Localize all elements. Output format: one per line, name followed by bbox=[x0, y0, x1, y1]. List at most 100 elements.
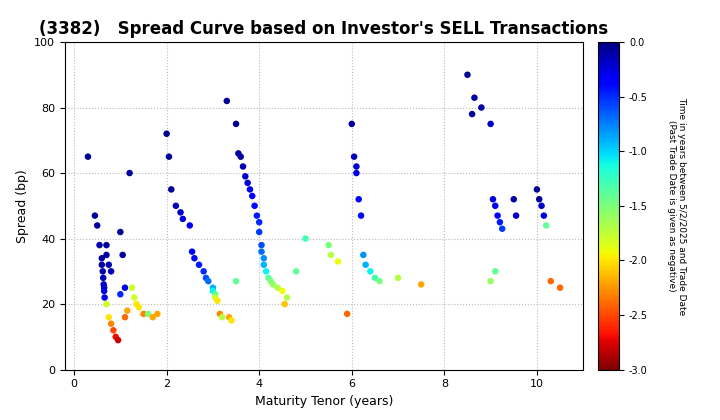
Point bbox=[210, 294, 221, 301]
Point bbox=[258, 261, 269, 268]
Point bbox=[235, 153, 246, 160]
Point bbox=[490, 268, 501, 275]
Point bbox=[256, 248, 267, 255]
Point bbox=[253, 228, 265, 235]
Point bbox=[152, 310, 163, 317]
Point bbox=[244, 186, 256, 193]
Point bbox=[496, 226, 508, 232]
Title: (3382)   Spread Curve based on Investor's SELL Transactions: (3382) Spread Curve based on Investor's … bbox=[40, 20, 608, 38]
Point bbox=[263, 275, 274, 281]
Point bbox=[143, 310, 154, 317]
Point bbox=[348, 153, 360, 160]
Point bbox=[323, 242, 334, 249]
Point bbox=[103, 261, 114, 268]
Point bbox=[242, 179, 253, 186]
Point bbox=[114, 228, 126, 235]
Point bbox=[200, 275, 212, 281]
Point bbox=[279, 301, 290, 307]
Point bbox=[122, 307, 133, 314]
Point bbox=[170, 202, 181, 209]
Point bbox=[531, 186, 543, 193]
Point bbox=[131, 301, 143, 307]
Point bbox=[510, 212, 522, 219]
Point bbox=[332, 258, 343, 265]
Point bbox=[133, 304, 145, 311]
Point bbox=[99, 288, 110, 294]
Point bbox=[91, 222, 103, 229]
Point bbox=[207, 284, 219, 291]
Point bbox=[364, 268, 376, 275]
Point bbox=[128, 294, 140, 301]
Point bbox=[415, 281, 427, 288]
Point bbox=[282, 294, 293, 301]
Point bbox=[369, 275, 381, 281]
Point bbox=[392, 275, 404, 281]
Point bbox=[120, 314, 131, 320]
Point bbox=[97, 268, 109, 275]
Point bbox=[360, 261, 372, 268]
Point bbox=[237, 163, 249, 170]
Point bbox=[96, 255, 107, 262]
Point bbox=[353, 196, 364, 202]
Point bbox=[469, 94, 480, 101]
Point bbox=[240, 173, 251, 180]
Point bbox=[494, 219, 505, 226]
Point bbox=[101, 301, 112, 307]
Point bbox=[126, 284, 138, 291]
Point bbox=[117, 252, 128, 258]
Point bbox=[103, 314, 114, 320]
Point bbox=[233, 150, 244, 157]
Point bbox=[166, 186, 177, 193]
Point bbox=[541, 222, 552, 229]
Point bbox=[538, 212, 549, 219]
Point bbox=[251, 212, 263, 219]
Point bbox=[487, 196, 499, 202]
Point bbox=[508, 196, 520, 202]
Point bbox=[351, 163, 362, 170]
Point bbox=[545, 278, 557, 284]
Point bbox=[253, 219, 265, 226]
Point bbox=[485, 278, 496, 284]
Point bbox=[351, 170, 362, 176]
Point bbox=[175, 209, 186, 216]
Point bbox=[210, 291, 221, 298]
Point bbox=[105, 320, 117, 327]
Point bbox=[112, 337, 124, 344]
Point bbox=[202, 278, 214, 284]
Point bbox=[101, 252, 112, 258]
Point bbox=[325, 252, 337, 258]
Point bbox=[230, 278, 242, 284]
X-axis label: Maturity Tenor (years): Maturity Tenor (years) bbox=[255, 395, 393, 408]
Point bbox=[221, 97, 233, 104]
Point bbox=[230, 121, 242, 127]
Point bbox=[101, 242, 112, 249]
Point bbox=[97, 275, 109, 281]
Point bbox=[536, 202, 547, 209]
Point bbox=[249, 202, 261, 209]
Point bbox=[467, 111, 478, 118]
Point bbox=[99, 294, 110, 301]
Point bbox=[374, 278, 385, 284]
Point bbox=[492, 212, 503, 219]
Point bbox=[193, 261, 204, 268]
Point bbox=[276, 288, 288, 294]
Point bbox=[189, 255, 200, 262]
Point bbox=[300, 235, 311, 242]
Point bbox=[94, 242, 105, 249]
Point bbox=[534, 196, 545, 202]
Point bbox=[485, 121, 496, 127]
Point bbox=[212, 297, 223, 304]
Point bbox=[341, 310, 353, 317]
Point bbox=[105, 268, 117, 275]
Point bbox=[89, 212, 101, 219]
Point bbox=[177, 215, 189, 222]
Point bbox=[110, 333, 122, 340]
Point bbox=[272, 284, 284, 291]
Point bbox=[114, 291, 126, 298]
Text: Time in years between 5/2/2025 and Trade Date
(Past Trade Date is given as negat: Time in years between 5/2/2025 and Trade… bbox=[667, 97, 686, 315]
Point bbox=[355, 212, 366, 219]
Point bbox=[225, 317, 237, 324]
Point bbox=[267, 281, 279, 288]
Point bbox=[82, 153, 94, 160]
Point bbox=[490, 202, 501, 209]
